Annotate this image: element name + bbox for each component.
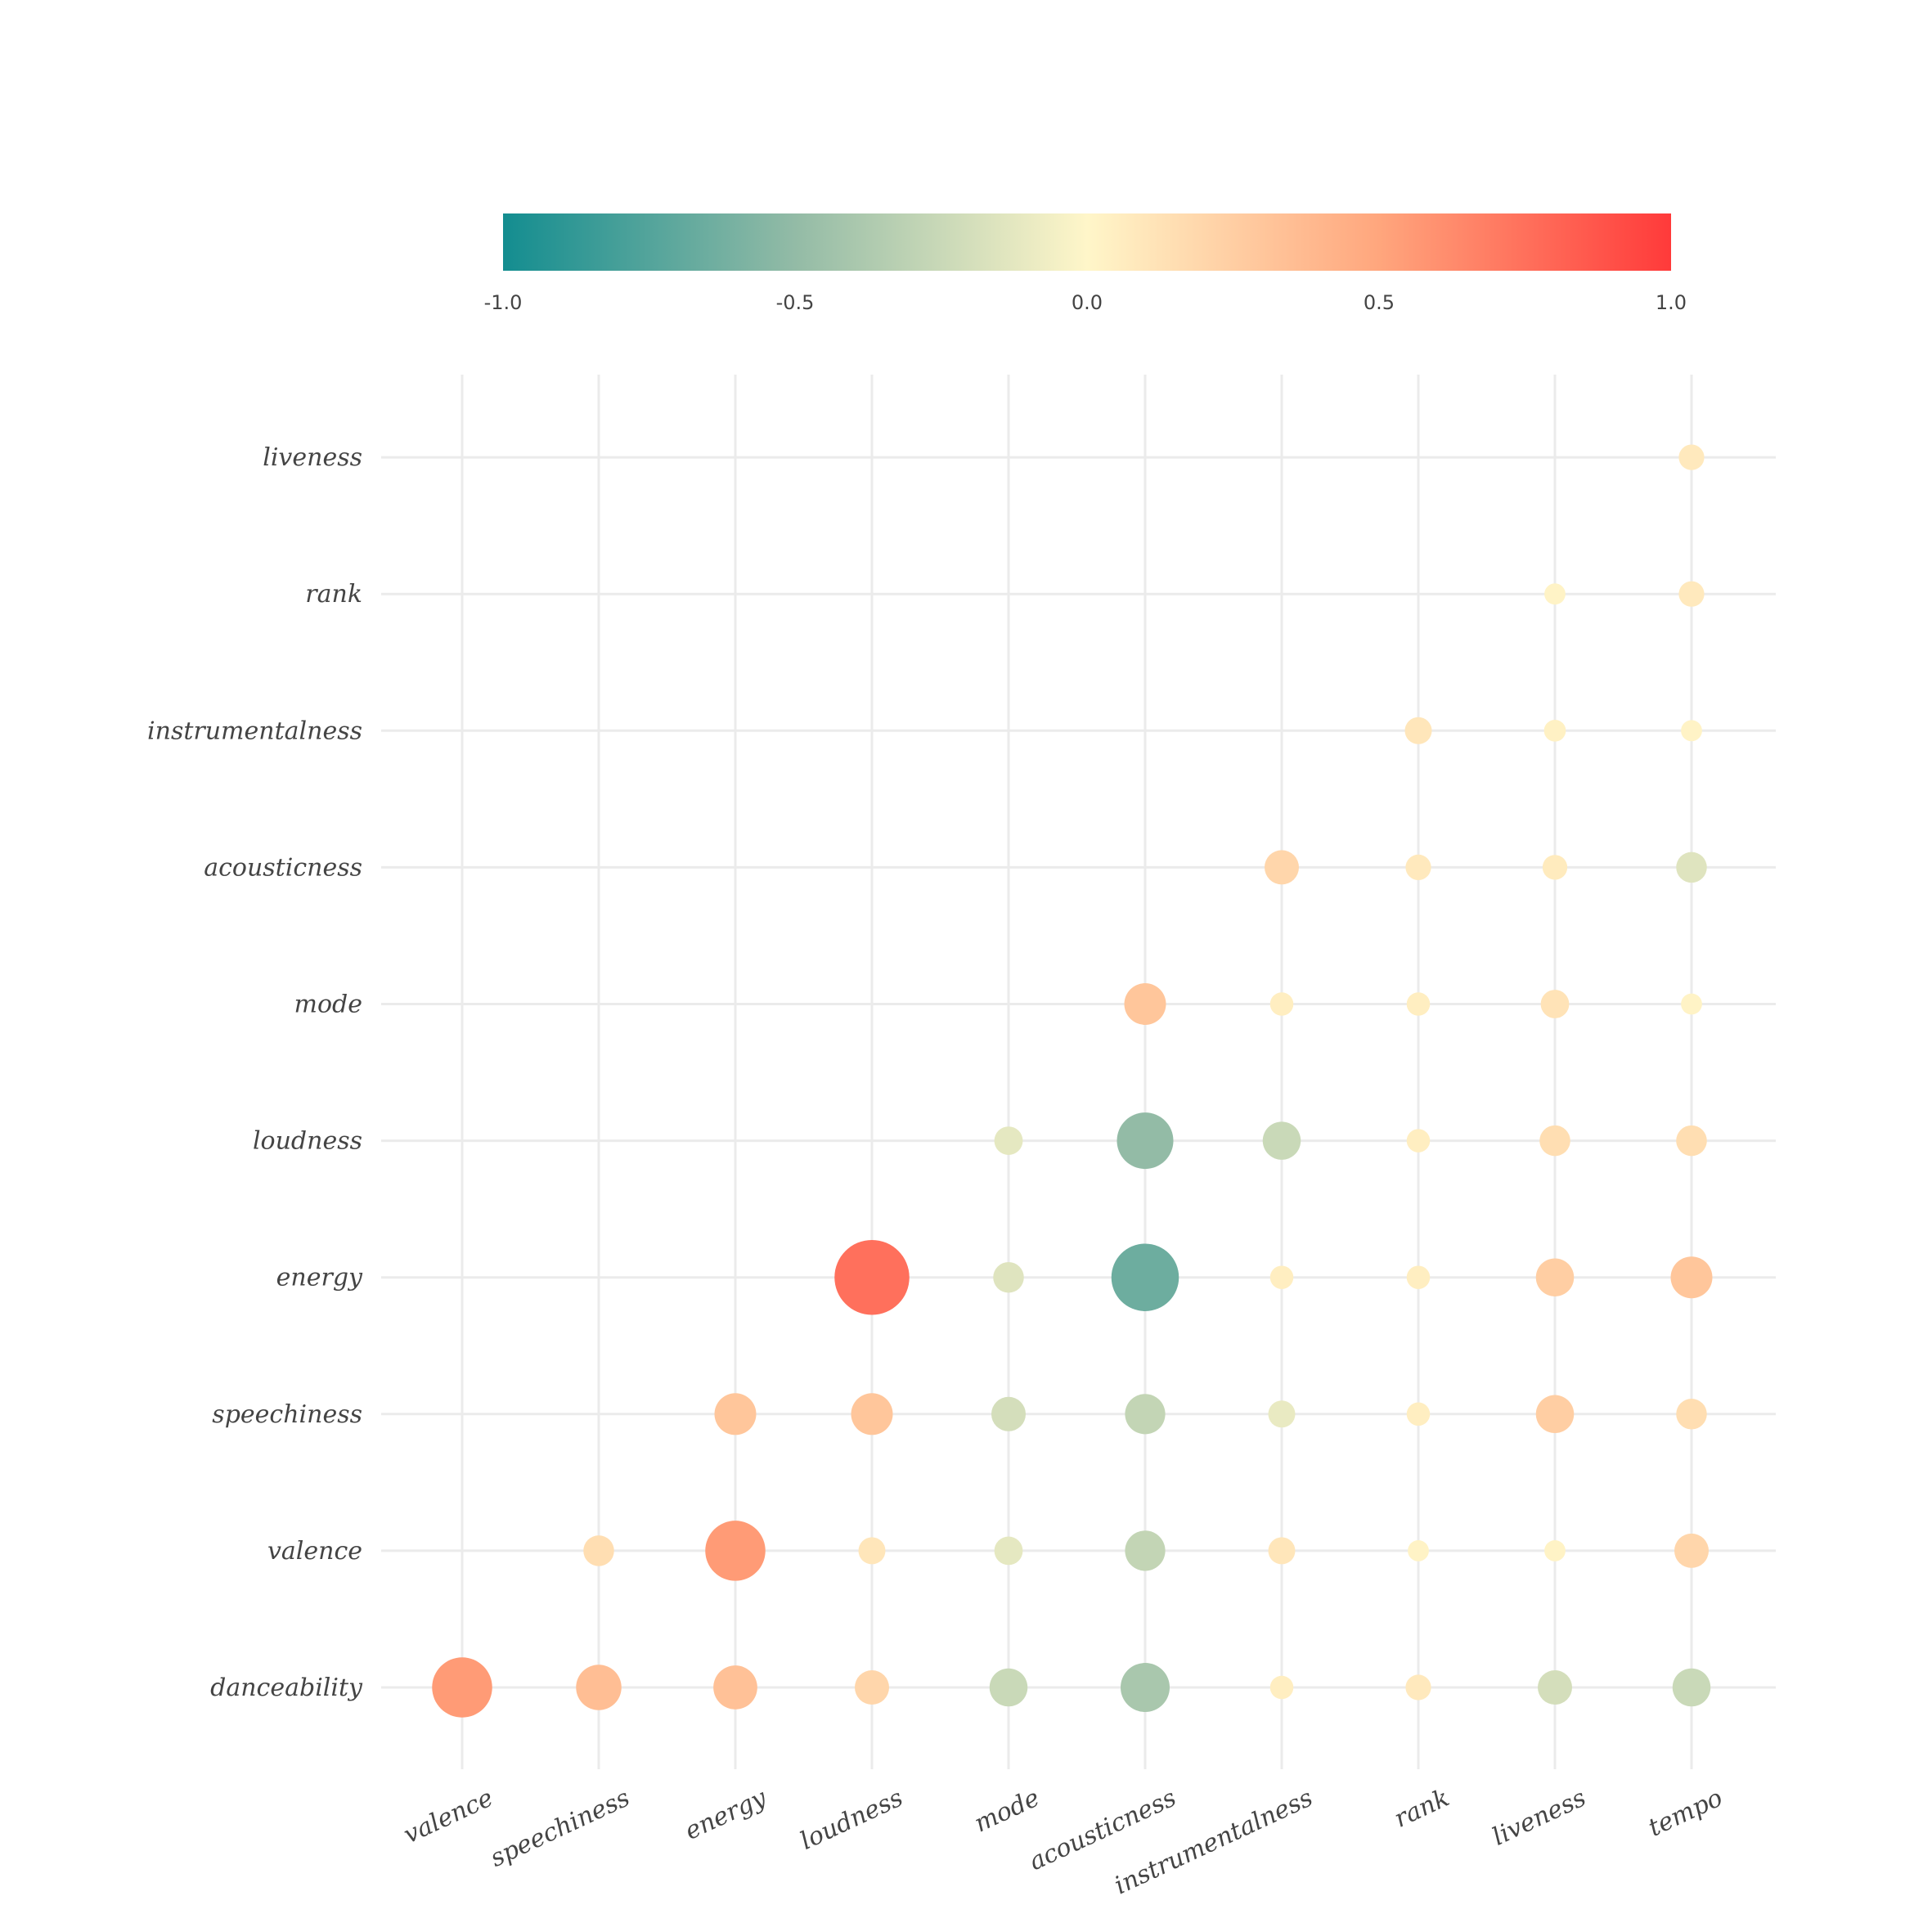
- y-tick-label: loudness: [253, 1127, 362, 1156]
- x-tick-label: rank: [1390, 1784, 1453, 1834]
- corr-point-valence-instrumentalness: [1268, 1537, 1296, 1565]
- corr-point-speechiness-liveness: [1535, 1395, 1575, 1434]
- corr-point-valence-liveness: [1544, 1540, 1566, 1561]
- corr-point-valence-energy: [705, 1521, 766, 1581]
- corr-point-danceability-valence: [432, 1657, 492, 1718]
- corr-point-energy-instrumentalness: [1269, 1265, 1294, 1289]
- corr-point-loudness-liveness: [1539, 1125, 1570, 1157]
- corr-point-mode-instrumentalness: [1269, 992, 1294, 1016]
- x-tick-label: loudness: [796, 1784, 907, 1856]
- corr-point-loudness-instrumentalness: [1262, 1121, 1301, 1160]
- colorbar-tick-label: 0.5: [1364, 291, 1395, 314]
- corr-point-speechiness-energy: [714, 1393, 757, 1436]
- corr-point-loudness-mode: [994, 1126, 1023, 1155]
- corr-point-instrumentalness-tempo: [1681, 720, 1702, 742]
- colorbar-tick-label: -0.5: [776, 291, 815, 314]
- corr-point-liveness-tempo: [1678, 444, 1705, 470]
- colorbar-ticks: -1.0 -0.5 0.0 0.5 1.0: [484, 291, 1687, 314]
- y-tick-label: energy: [276, 1264, 363, 1292]
- corr-point-speechiness-acousticness: [1125, 1394, 1166, 1435]
- colorbar: [503, 213, 1671, 271]
- corr-point-loudness-tempo: [1676, 1125, 1707, 1157]
- corr-point-danceability-energy: [713, 1665, 757, 1710]
- corr-point-mode-rank: [1406, 992, 1431, 1016]
- corr-point-rank-tempo: [1678, 581, 1705, 607]
- corr-point-valence-acousticness: [1125, 1530, 1166, 1571]
- corr-point-instrumentalness-liveness: [1543, 719, 1566, 742]
- corr-point-speechiness-rank: [1406, 1402, 1431, 1427]
- corr-point-rank-liveness: [1544, 583, 1566, 605]
- corr-point-speechiness-instrumentalness: [1268, 1400, 1296, 1428]
- corr-point-mode-liveness: [1540, 990, 1570, 1018]
- corr-point-danceability-rank: [1405, 1674, 1431, 1701]
- y-axis-labels: danceability valence speechiness energy loud…: [147, 443, 363, 1702]
- colorbar-tick-label: -1.0: [484, 291, 523, 314]
- x-tick-label: speechiness: [486, 1784, 634, 1873]
- corr-point-loudness-rank: [1406, 1129, 1431, 1152]
- corr-point-speechiness-mode: [991, 1396, 1026, 1431]
- corr-point-speechiness-tempo: [1676, 1399, 1707, 1430]
- corr-point-valence-mode: [994, 1536, 1023, 1566]
- x-tick-label: energy: [681, 1783, 771, 1846]
- corr-point-energy-liveness: [1535, 1258, 1575, 1296]
- correlation-points: [432, 444, 1713, 1718]
- colorbar-tick-label: 0.0: [1072, 291, 1103, 314]
- corr-point-energy-mode: [993, 1261, 1024, 1293]
- y-tick-label: mode: [294, 991, 362, 1019]
- corr-point-valence-rank: [1408, 1540, 1429, 1561]
- corr-point-danceability-liveness: [1538, 1670, 1572, 1705]
- y-tick-label: liveness: [263, 443, 362, 472]
- corr-point-danceability-acousticness: [1121, 1663, 1170, 1712]
- corr-point-danceability-instrumentalness: [1269, 1675, 1294, 1700]
- y-tick-label: speechiness: [212, 1400, 362, 1429]
- corr-point-valence-loudness: [858, 1537, 886, 1565]
- corr-point-danceability-mode: [989, 1668, 1028, 1707]
- corr-point-instrumentalness-rank: [1404, 717, 1432, 744]
- corr-point-energy-tempo: [1670, 1256, 1713, 1299]
- y-tick-label: acousticness: [204, 853, 362, 882]
- y-tick-label: danceability: [210, 1674, 363, 1702]
- corr-point-danceability-tempo: [1672, 1668, 1711, 1707]
- x-tick-label: valence: [399, 1784, 497, 1850]
- corr-point-acousticness-liveness: [1542, 855, 1568, 880]
- y-tick-label: rank: [305, 580, 362, 609]
- corr-point-valence-tempo: [1674, 1533, 1709, 1568]
- corr-point-mode-tempo: [1681, 993, 1702, 1015]
- x-tick-label: tempo: [1644, 1784, 1727, 1843]
- corr-point-acousticness-instrumentalness: [1265, 850, 1299, 885]
- colorbar-tick-label: 1.0: [1656, 291, 1687, 314]
- y-tick-label: instrumentalness: [147, 717, 362, 745]
- corr-point-valence-speechiness: [583, 1535, 614, 1566]
- corr-point-energy-rank: [1406, 1265, 1431, 1289]
- corr-point-energy-acousticness: [1111, 1243, 1179, 1311]
- corr-point-mode-acousticness: [1124, 983, 1166, 1025]
- corr-point-acousticness-rank: [1405, 854, 1431, 880]
- x-tick-label: mode: [970, 1784, 1044, 1839]
- x-tick-label: liveness: [1488, 1784, 1590, 1852]
- y-tick-label: valence: [267, 1537, 362, 1566]
- corr-point-loudness-acousticness: [1117, 1112, 1174, 1170]
- corr-point-danceability-speechiness: [576, 1665, 622, 1710]
- corr-point-speechiness-loudness: [851, 1393, 893, 1436]
- corr-point-danceability-loudness: [855, 1670, 889, 1705]
- corr-point-energy-loudness: [834, 1239, 910, 1315]
- corr-point-acousticness-tempo: [1676, 851, 1707, 883]
